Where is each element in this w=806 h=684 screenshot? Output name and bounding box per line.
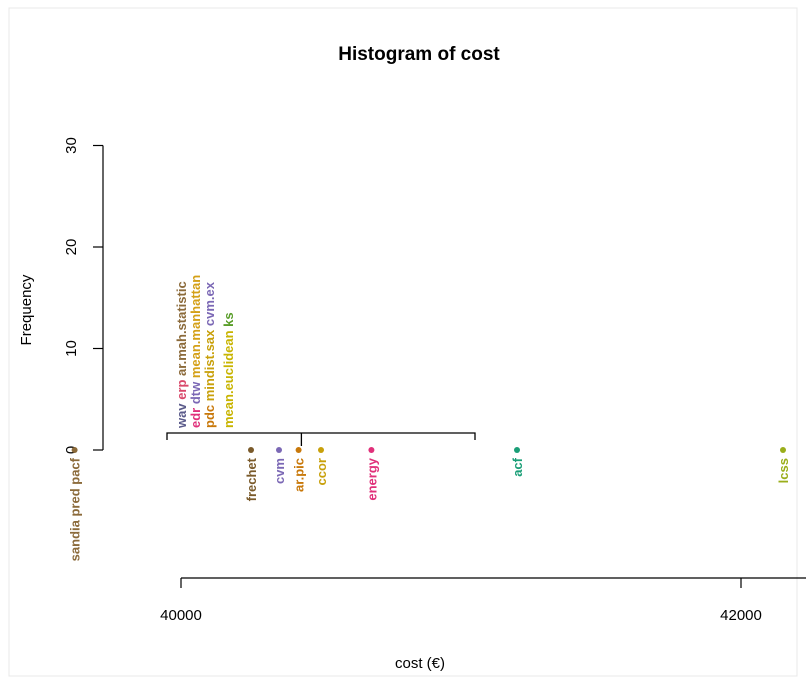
x-tick-label: 40000 — [160, 607, 202, 624]
annotation-point — [780, 447, 786, 453]
annotation-label-below: energy — [364, 457, 379, 500]
annotation-point — [295, 447, 302, 453]
plot-border — [8, 7, 798, 677]
annotation-label-group: pdc mindist.sax cvm.ex — [202, 281, 217, 428]
axes: 4000042000440004600048000500000102030 — [63, 137, 806, 624]
annotation-label-above: ks — [221, 312, 236, 330]
annotation-point — [248, 447, 254, 453]
y-tick-label: 30 — [63, 137, 80, 154]
annotation-point — [71, 447, 78, 453]
annotation-label-below: cvm — [272, 458, 287, 484]
annotation-label-above: mean.manhattan — [188, 275, 203, 382]
annotation-point — [276, 447, 282, 453]
annotation-label-group: wav erp ar.mah.statistic — [174, 281, 189, 429]
annotation-label-below: acf — [510, 457, 525, 476]
cost-annotations: sandia pred pacf frechet cvm ar.pic ccor ener… — [68, 275, 791, 562]
annotation-label-group: edr dtw mean.manhattan — [188, 275, 203, 428]
annotation-label-above: erp — [174, 380, 189, 404]
annotation-label-above: mindist.sax — [202, 329, 217, 405]
y-tick-label: 10 — [63, 340, 80, 357]
annotation-label-above: dtw — [188, 381, 203, 408]
annotation-point — [514, 447, 520, 453]
annotation-label-below: frechet — [244, 457, 259, 501]
x-tick-label: 42000 — [720, 607, 762, 624]
y-tick-label: 0 — [63, 446, 80, 454]
annotation-point — [318, 447, 324, 453]
x-axis-label: cost (€) — [395, 655, 445, 672]
annotation-bracket — [166, 432, 476, 446]
annotation-point — [368, 447, 375, 453]
annotation-label-group: mean.euclidean ks — [221, 312, 236, 428]
annotation-label-above: cvm.ex — [202, 281, 217, 329]
annotation-label-above: mean.euclidean — [221, 330, 236, 428]
chart-title: Histogram of cost — [338, 44, 500, 65]
annotation-label-above: ar.mah.statistic — [174, 281, 189, 379]
annotation-label-below: sandia pred pacf — [68, 457, 83, 561]
annotation-label-below: lcss — [776, 458, 791, 483]
annotation-label-above: wav — [174, 403, 189, 429]
y-axis-label: Frequency — [18, 274, 35, 345]
annotation-label-above: edr — [188, 408, 203, 428]
annotation-label-below: ccor — [314, 458, 329, 485]
annotation-label-below: ar.pic — [292, 458, 307, 492]
y-tick-label: 20 — [63, 239, 80, 256]
annotation-label-above: pdc — [202, 405, 217, 428]
